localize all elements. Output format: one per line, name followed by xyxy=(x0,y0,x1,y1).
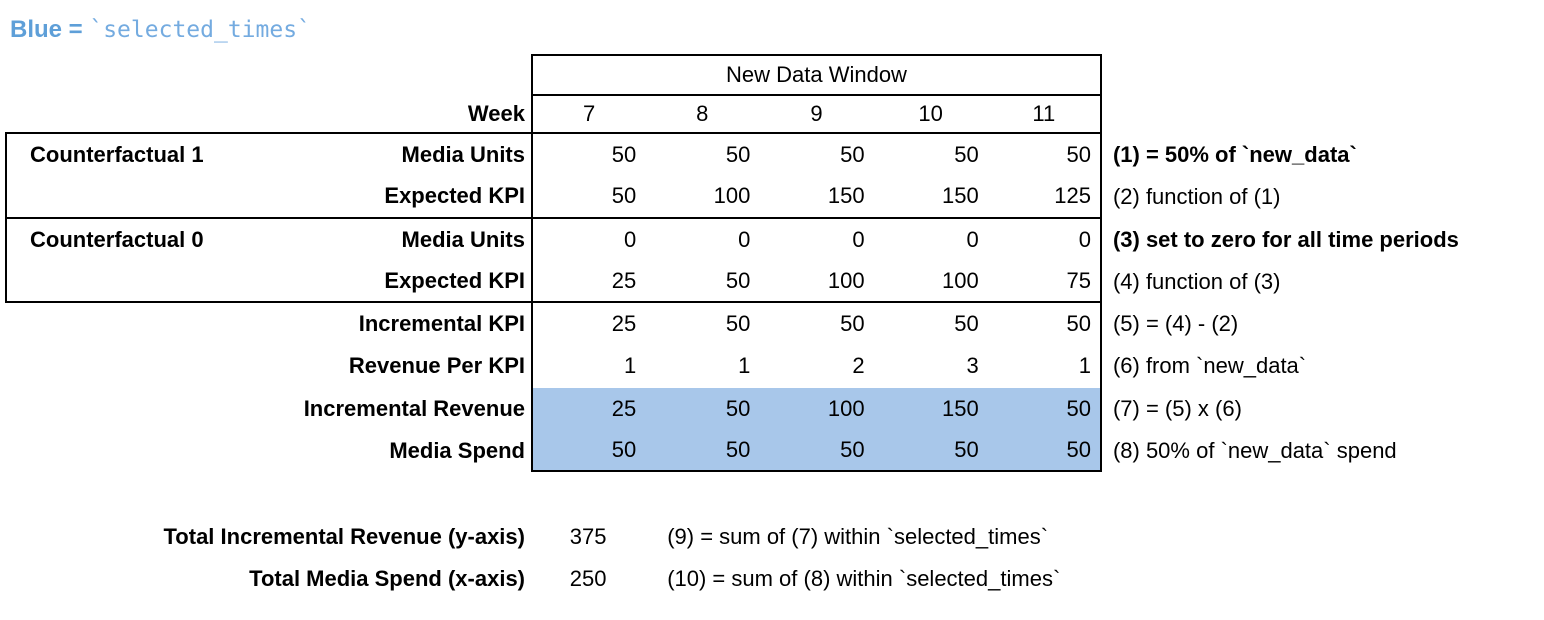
metric-label: Revenue Per KPI xyxy=(348,353,525,379)
week-tick: 8 xyxy=(645,96,760,134)
row-note: (4) function of (3) xyxy=(1112,268,1281,294)
value-cell: 1 xyxy=(738,353,751,379)
value-cell: 0 xyxy=(966,226,979,252)
row-note: (3) set to zero for all time periods xyxy=(1112,226,1459,252)
value-cell: 50 xyxy=(840,142,865,168)
week-tick: 7 xyxy=(531,96,646,134)
value-cell: 1 xyxy=(988,345,1102,388)
row-note: (7) = (5) x (6) xyxy=(1112,395,1242,421)
value-cell: 0 xyxy=(531,218,645,261)
data-table: New Data Window Week 7 8 9 10 11 Counter… xyxy=(5,54,1459,472)
group-label: Counterfactual 1 xyxy=(30,142,204,168)
metric-label: Incremental KPI xyxy=(358,311,525,337)
value-cell: 50 xyxy=(954,142,979,168)
legend-code: `selected_times` xyxy=(89,17,311,43)
week-note-spacer xyxy=(1102,96,1459,134)
row-label-cell: Incremental Revenue xyxy=(5,388,531,430)
value-cell: 25 xyxy=(531,303,645,346)
row-label-cell: Expected KPI xyxy=(5,260,531,303)
row-note: (1) = 50% of `new_data` xyxy=(1112,142,1357,168)
value-cell: 50 xyxy=(725,311,751,337)
value-cell: 150 xyxy=(873,176,988,219)
row-label-cell: Media Spend xyxy=(5,430,531,472)
value-cell: 75 xyxy=(987,260,1102,303)
value-cell-highlighted: 50 xyxy=(531,429,646,472)
value-cell: 100 xyxy=(645,176,760,219)
metric-label: Media Units xyxy=(401,142,525,168)
row-note: (8) 50% of `new_data` spend xyxy=(1112,437,1397,463)
week-tick: 11 xyxy=(987,96,1102,134)
value-cell: 3 xyxy=(966,353,979,379)
value-cell: 50 xyxy=(645,261,760,303)
row-label-cell: Revenue Per KPI xyxy=(5,345,531,387)
metric-label: Media Spend xyxy=(389,437,525,463)
total-media-spend-value: 250 xyxy=(569,566,607,591)
value-cell: 0 xyxy=(852,226,865,252)
value-cell: 0 xyxy=(738,226,751,252)
value-cell: 100 xyxy=(759,261,874,303)
metric-label: Expected KPI xyxy=(384,267,525,293)
value-cell: 50 xyxy=(988,303,1102,346)
total-incremental-revenue-label: Total Incremental Revenue (y-axis) xyxy=(163,524,526,549)
week-label-cell: Week xyxy=(5,96,531,134)
value-cell-highlighted: 50 xyxy=(645,387,760,430)
value-cell: 150 xyxy=(759,176,874,219)
total-incremental-revenue-note: (9) = sum of (7) within `selected_times` xyxy=(667,524,1049,549)
value-cell-highlighted: 150 xyxy=(873,387,988,430)
window-header: New Data Window xyxy=(531,54,1102,96)
metric-label: Media Units xyxy=(401,226,525,252)
week-tick: 9 xyxy=(759,96,874,134)
row-note: (6) from `new_data` xyxy=(1112,353,1307,379)
total-incremental-revenue-value: 375 xyxy=(569,524,607,549)
value-cell: 0 xyxy=(988,218,1102,261)
row-label-cell: Counterfactual 0 Media Units xyxy=(5,218,531,261)
value-cell-highlighted: 50 xyxy=(645,429,760,472)
value-cell-highlighted: 50 xyxy=(987,429,1102,472)
value-cell-highlighted: 50 xyxy=(987,387,1102,430)
value-cell-highlighted: 50 xyxy=(873,429,988,472)
value-cell: 1 xyxy=(531,345,645,388)
value-cell: 50 xyxy=(725,142,751,168)
value-cell-highlighted: 100 xyxy=(759,387,874,430)
week-label: Week xyxy=(467,101,525,126)
metric-label: Expected KPI xyxy=(384,183,525,209)
row-label-cell: Expected KPI xyxy=(5,176,531,219)
value-cell: 50 xyxy=(954,311,979,337)
value-cell-highlighted: 25 xyxy=(531,387,646,430)
group-label: Counterfactual 0 xyxy=(30,226,204,252)
value-cell-highlighted: 50 xyxy=(759,429,874,472)
totals-section: Total Incremental Revenue (y-axis) 375 (… xyxy=(5,516,1061,600)
legend-prefix: Blue = xyxy=(10,16,90,43)
value-cell: 50 xyxy=(840,311,865,337)
value-cell: 50 xyxy=(531,134,645,177)
total-media-spend-label: Total Media Spend (x-axis) xyxy=(249,566,525,591)
value-cell: 50 xyxy=(531,176,646,219)
value-cell: 50 xyxy=(988,134,1102,177)
header-spacer xyxy=(5,54,531,96)
week-tick: 10 xyxy=(873,96,988,134)
total-media-spend-note: (10) = sum of (8) within `selected_times… xyxy=(667,566,1061,591)
value-cell: 125 xyxy=(987,176,1102,219)
row-note: (5) = (4) - (2) xyxy=(1112,311,1239,337)
legend-note: Blue = `selected_times` xyxy=(10,16,311,44)
header-note-spacer xyxy=(1102,54,1459,96)
value-cell: 2 xyxy=(852,353,865,379)
row-label-cell: Incremental KPI xyxy=(5,303,531,345)
metric-label: Incremental Revenue xyxy=(303,395,525,421)
row-note: (2) function of (1) xyxy=(1112,184,1281,210)
value-cell: 25 xyxy=(531,260,646,303)
value-cell: 100 xyxy=(873,261,988,303)
row-label-cell: Counterfactual 1 Media Units xyxy=(5,134,531,177)
